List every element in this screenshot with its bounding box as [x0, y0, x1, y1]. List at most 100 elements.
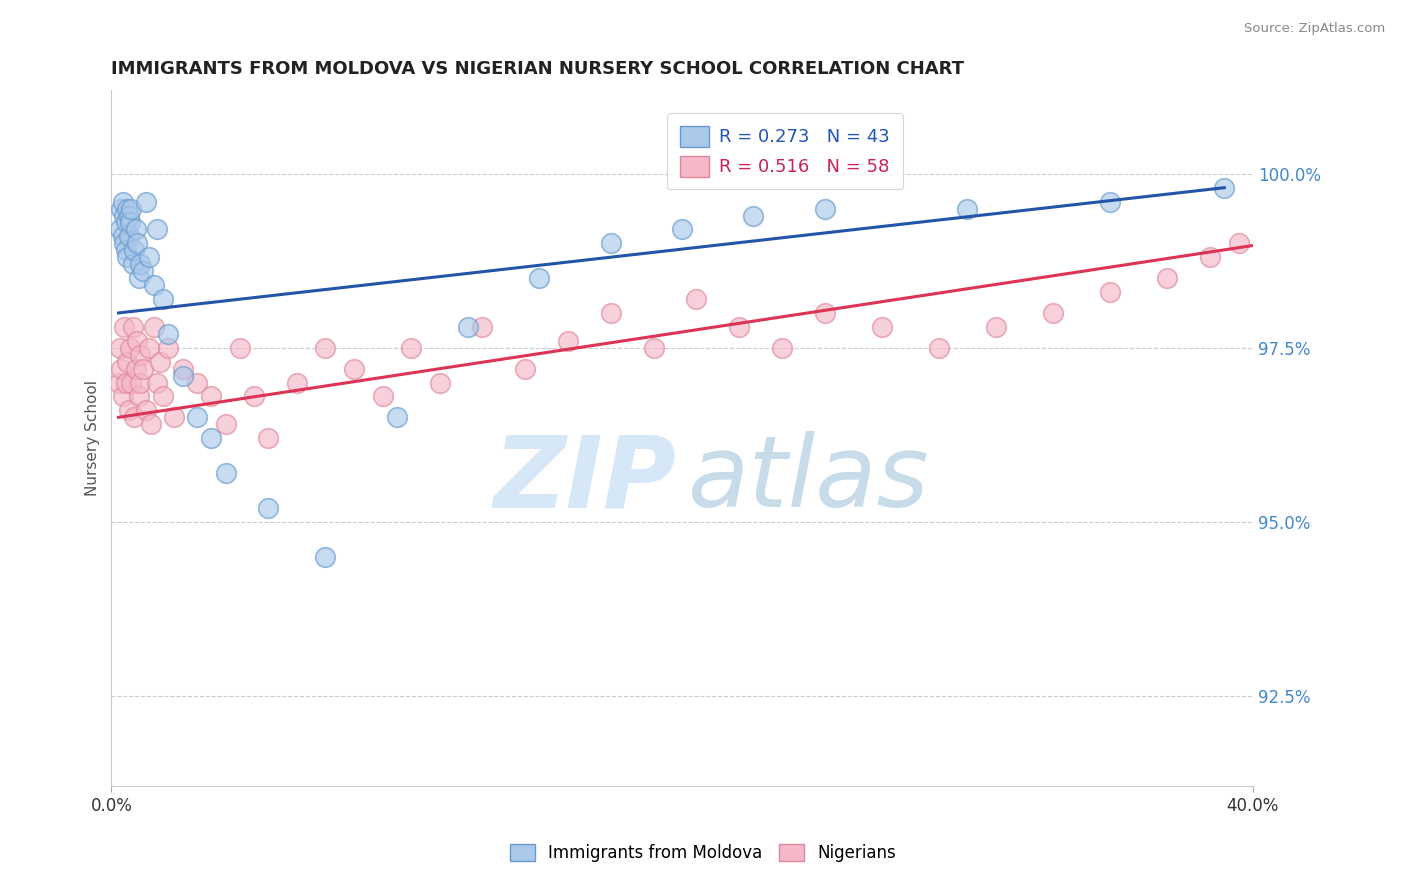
Point: [129, 348, 152, 362]
Point: [314, 549, 336, 564]
Point: [257, 431, 280, 445]
Point: [200, 389, 222, 403]
Point: [343, 361, 366, 376]
Point: [429, 376, 451, 390]
Point: [515, 361, 537, 376]
Point: [135, 403, 157, 417]
Point: [1199, 250, 1222, 264]
Point: [599, 236, 621, 251]
Point: [172, 368, 194, 383]
Point: [128, 389, 150, 403]
Point: [115, 250, 138, 264]
Point: [671, 222, 693, 236]
Point: [117, 229, 139, 244]
Point: [728, 319, 751, 334]
Point: [129, 376, 152, 390]
Point: [399, 341, 422, 355]
Point: [141, 417, 163, 432]
Point: [956, 202, 979, 216]
Y-axis label: Nursery School: Nursery School: [86, 380, 100, 496]
Point: [111, 229, 134, 244]
Point: [186, 410, 208, 425]
Point: [157, 341, 180, 355]
Point: [111, 194, 134, 209]
Point: [146, 222, 169, 236]
Point: [200, 431, 222, 445]
Point: [112, 236, 135, 251]
Point: [814, 306, 837, 320]
Point: [128, 271, 150, 285]
Point: [152, 389, 174, 403]
Point: [529, 271, 551, 285]
Point: [371, 389, 394, 403]
Point: [127, 334, 149, 348]
Point: [110, 202, 132, 216]
Point: [135, 194, 157, 209]
Point: [599, 306, 621, 320]
Point: [1256, 132, 1278, 146]
Point: [984, 319, 1007, 334]
Point: [121, 319, 143, 334]
Text: Source: ZipAtlas.com: Source: ZipAtlas.com: [1244, 22, 1385, 36]
Point: [1099, 194, 1122, 209]
Point: [114, 244, 136, 258]
Point: [127, 236, 149, 251]
Point: [214, 466, 236, 480]
Point: [471, 319, 494, 334]
Point: [257, 500, 280, 515]
Point: [742, 209, 765, 223]
Point: [163, 410, 186, 425]
Point: [243, 389, 266, 403]
Legend: Immigrants from Moldova, Nigerians: Immigrants from Moldova, Nigerians: [502, 836, 904, 871]
Point: [112, 319, 135, 334]
Point: [122, 244, 145, 258]
Point: [1042, 306, 1064, 320]
Point: [143, 319, 166, 334]
Point: [149, 354, 172, 368]
Point: [1156, 271, 1178, 285]
Text: ZIP: ZIP: [494, 432, 676, 528]
Point: [385, 410, 408, 425]
Point: [118, 215, 141, 229]
Point: [124, 361, 146, 376]
Point: [1213, 180, 1236, 194]
Text: IMMIGRANTS FROM MOLDOVA VS NIGERIAN NURSERY SCHOOL CORRELATION CHART: IMMIGRANTS FROM MOLDOVA VS NIGERIAN NURS…: [111, 60, 965, 78]
Point: [928, 341, 950, 355]
Point: [112, 209, 135, 223]
Point: [172, 361, 194, 376]
Point: [129, 257, 152, 271]
Point: [121, 257, 143, 271]
Point: [138, 250, 160, 264]
Point: [770, 341, 793, 355]
Point: [1227, 236, 1250, 251]
Text: atlas: atlas: [688, 432, 929, 528]
Point: [114, 376, 136, 390]
Point: [120, 202, 142, 216]
Point: [314, 341, 336, 355]
Point: [1099, 285, 1122, 299]
Point: [285, 376, 308, 390]
Point: [146, 376, 169, 390]
Point: [814, 202, 837, 216]
Point: [111, 389, 134, 403]
Point: [643, 341, 665, 355]
Point: [120, 376, 142, 390]
Point: [685, 292, 707, 306]
Point: [124, 222, 146, 236]
Legend: R = 0.273   N = 43, R = 0.516   N = 58: R = 0.273 N = 43, R = 0.516 N = 58: [666, 113, 903, 189]
Point: [114, 215, 136, 229]
Point: [122, 410, 145, 425]
Point: [152, 292, 174, 306]
Point: [108, 341, 131, 355]
Point: [186, 376, 208, 390]
Point: [118, 341, 141, 355]
Point: [138, 341, 160, 355]
Point: [157, 326, 180, 341]
Point: [108, 222, 131, 236]
Point: [110, 361, 132, 376]
Point: [117, 209, 139, 223]
Point: [214, 417, 236, 432]
Point: [132, 264, 155, 278]
Point: [115, 202, 138, 216]
Point: [457, 319, 479, 334]
